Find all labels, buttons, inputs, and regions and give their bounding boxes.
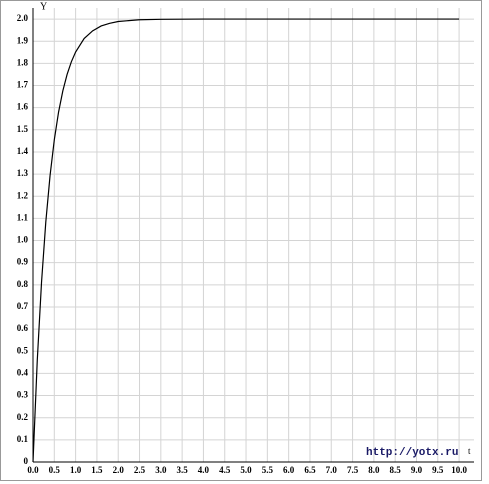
y-tick-label: 0.4 (17, 367, 29, 377)
y-tick-label: 0 (24, 456, 29, 466)
y-tick-label: 1.8 (17, 57, 29, 67)
y-tick-label: 1.6 (17, 102, 29, 112)
y-tick-label: 1.7 (17, 80, 29, 90)
x-axis-label: t (468, 446, 471, 456)
y-axis-label: Y (40, 1, 47, 12)
x-tick-label: 10.0 (451, 465, 467, 475)
x-tick-label: 9.0 (411, 465, 423, 475)
line (32, 18, 460, 463)
y-tick-label: 0.2 (17, 412, 29, 422)
y-tick-label: 0.5 (17, 345, 29, 355)
y-tick-label: 1.5 (17, 124, 29, 134)
x-tick-label: 7.0 (326, 465, 338, 475)
y-tick-label: 0.9 (17, 257, 29, 267)
y-tick-label: 1.0 (17, 235, 29, 245)
watermark: http://yotx.ru (366, 447, 458, 459)
x-tick-label: 1.0 (70, 465, 82, 475)
x-tick-label: 9.5 (432, 465, 444, 475)
x-tick-label: 0.0 (27, 465, 39, 475)
x-tick-label: 5.0 (240, 465, 252, 475)
y-tick-label: 0.1 (17, 434, 29, 444)
x-tick-label: 6.0 (283, 465, 295, 475)
x-tick-label: 7.5 (347, 465, 359, 475)
y-tick-label: 0.8 (17, 279, 29, 289)
y-tick-label: 2.0 (17, 13, 29, 23)
x-tick-label: 6.5 (304, 465, 316, 475)
y-tick-label: 1.2 (17, 190, 29, 200)
x-tick-label: 3.5 (177, 465, 189, 475)
x-tick-label: 3.0 (155, 465, 167, 475)
y-tick-label: 1.3 (17, 168, 29, 178)
x-tick-label: 8.5 (390, 465, 402, 475)
y-tick-label: 1.1 (17, 212, 29, 222)
y-tick-label: 0.7 (17, 301, 29, 311)
x-tick-label: 4.5 (219, 465, 231, 475)
x-tick-label: 5.5 (262, 465, 274, 475)
y-tick-label: 0.3 (17, 390, 29, 400)
y-tick-label: 0.6 (17, 323, 29, 333)
x-tick-label: 8.0 (368, 465, 380, 475)
x-tick-label: 2.5 (134, 465, 146, 475)
x-tick-label: 2.0 (113, 465, 125, 475)
x-tick-label: 4.0 (198, 465, 210, 475)
x-tick-label: 0.5 (49, 465, 61, 475)
x-tick-label: 1.5 (91, 465, 103, 475)
y-tick-label: 1.4 (17, 146, 29, 156)
y-tick-label: 1.9 (17, 35, 29, 45)
